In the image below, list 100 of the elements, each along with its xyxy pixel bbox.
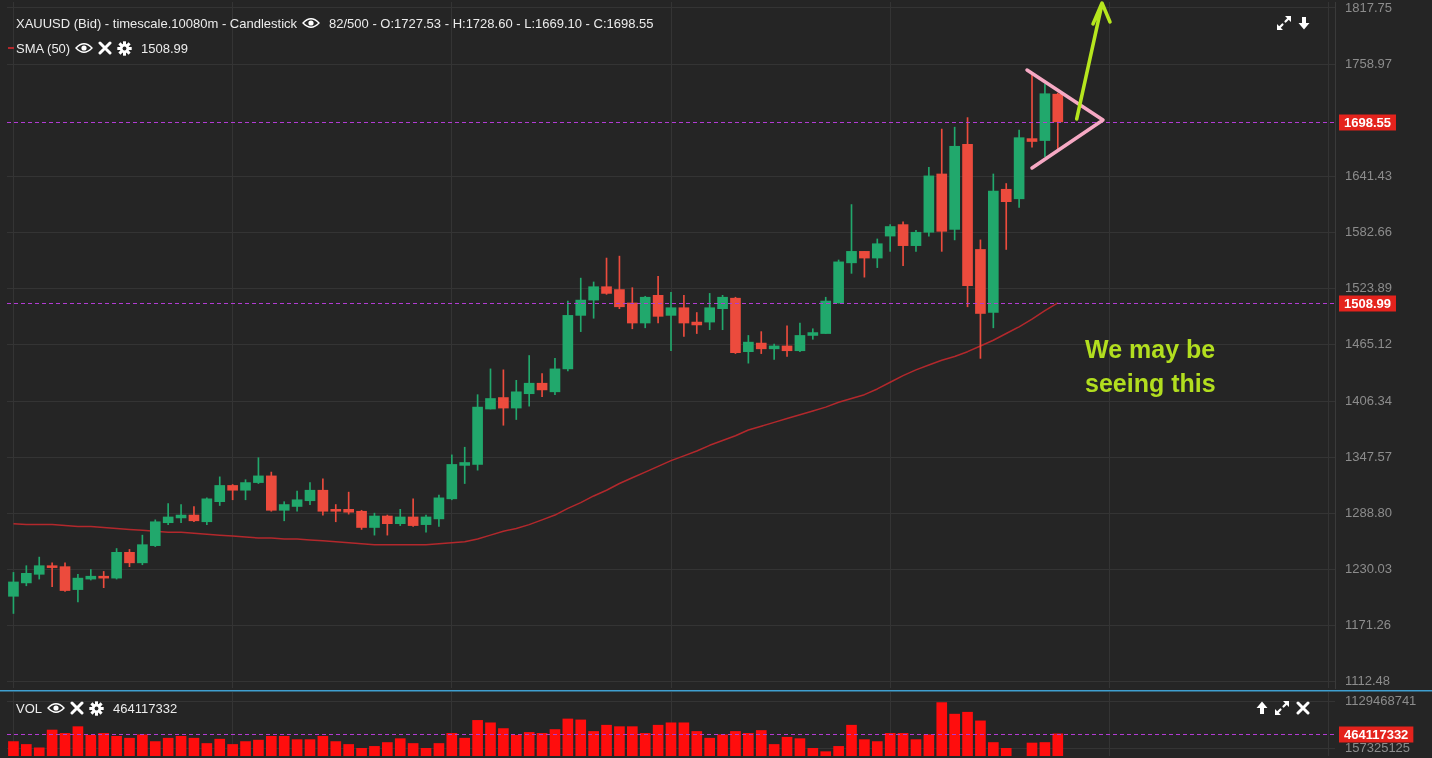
bar [575,719,587,756]
y-tick-label: 1406.34 [1345,392,1392,408]
y-tick-label: 157325125 [1345,740,1411,756]
candlestick [459,446,471,484]
bar [407,743,419,756]
text: 82/500 - O:1727.53 - H:1728.60 - L:1669.10 - C:1698.55 [329,15,654,31]
bar [369,746,380,756]
bar [188,737,200,756]
bar [111,735,122,756]
bar [201,743,213,756]
bar [33,747,45,756]
candlestick [46,562,58,588]
bar [46,729,58,756]
bar [678,722,690,756]
bar [510,734,522,756]
bar [755,730,767,756]
bar [549,729,561,756]
bar [240,741,251,756]
bar [137,734,148,756]
bar [897,733,909,756]
text: XAUUSD (Bid) - timescale.10080m - Candlestick [16,15,298,31]
bar [433,743,445,756]
bar [833,746,844,756]
bar [149,741,161,756]
bar [704,737,716,756]
bar [588,731,599,756]
legend-label: SMA (50) [16,40,71,56]
bar [227,744,238,756]
bar [523,732,535,756]
bar [665,722,677,756]
bar [472,720,483,756]
bar [743,733,754,756]
bar [330,741,342,756]
bar [382,742,393,756]
bar [253,739,264,756]
y-tick-label: 1758.97 [1345,55,1392,71]
bar [394,738,406,756]
y-tick-label: 1347.57 [1345,448,1392,464]
bar [265,735,277,756]
bar [652,724,664,756]
y-tick-label: 1171.26 [1345,617,1392,633]
bar [820,751,832,756]
bar [871,741,883,756]
ref-line-label: 464117332 [1344,726,1409,742]
bar [291,739,303,756]
bar [768,744,780,756]
bar [8,741,19,756]
bar [446,733,458,756]
bar [162,737,174,756]
bar [639,733,651,756]
bar [601,724,612,756]
candlestick [330,504,342,523]
y-tick-label: 1817.75 [1345,0,1392,15]
ref-line-label: 1508.99 [1344,295,1391,311]
text: VOL [16,700,43,716]
bar [626,726,638,756]
bar [1000,747,1012,756]
bar [85,734,97,756]
bar [884,733,896,756]
ref-line-label: 1698.55 [1344,114,1391,130]
bar [1026,742,1038,756]
bar [485,722,496,756]
y-tick-label: 1112.48 [1345,673,1391,689]
bar [420,747,432,756]
bar [175,735,187,756]
bar [781,736,793,756]
bar [730,731,741,756]
candlestick [665,292,677,352]
bar [98,733,110,756]
bar [859,739,870,756]
annotation: We may be seeing this [1085,334,1217,399]
bar [317,735,329,756]
bar [278,735,290,756]
bar [614,726,625,756]
candlestick [1026,74,1038,148]
y-tick-label: 1129468741 [1345,693,1417,709]
candlestick [523,355,535,407]
bar [923,734,935,756]
bar [536,733,548,756]
bar [59,733,71,756]
bar [1052,733,1064,756]
bar [343,744,354,756]
bar [794,738,806,756]
candlestick [1000,183,1012,250]
bar [975,720,986,756]
annotation: 464117332 [113,700,178,716]
bar [72,726,84,756]
y-tick-label: 1582.66 [1345,224,1392,240]
annotation: 1508.99 [141,40,188,56]
candlestick [343,491,354,515]
bar [562,718,574,756]
bar [717,734,728,756]
bar [498,728,509,756]
bar [459,737,471,756]
y-tick-label: 1465.12 [1345,336,1392,352]
bar [304,739,316,756]
y-tick-label: 1288.80 [1345,504,1392,520]
y-tick-label: 1641.43 [1345,168,1392,184]
bar [1039,742,1051,756]
bar [910,739,922,756]
